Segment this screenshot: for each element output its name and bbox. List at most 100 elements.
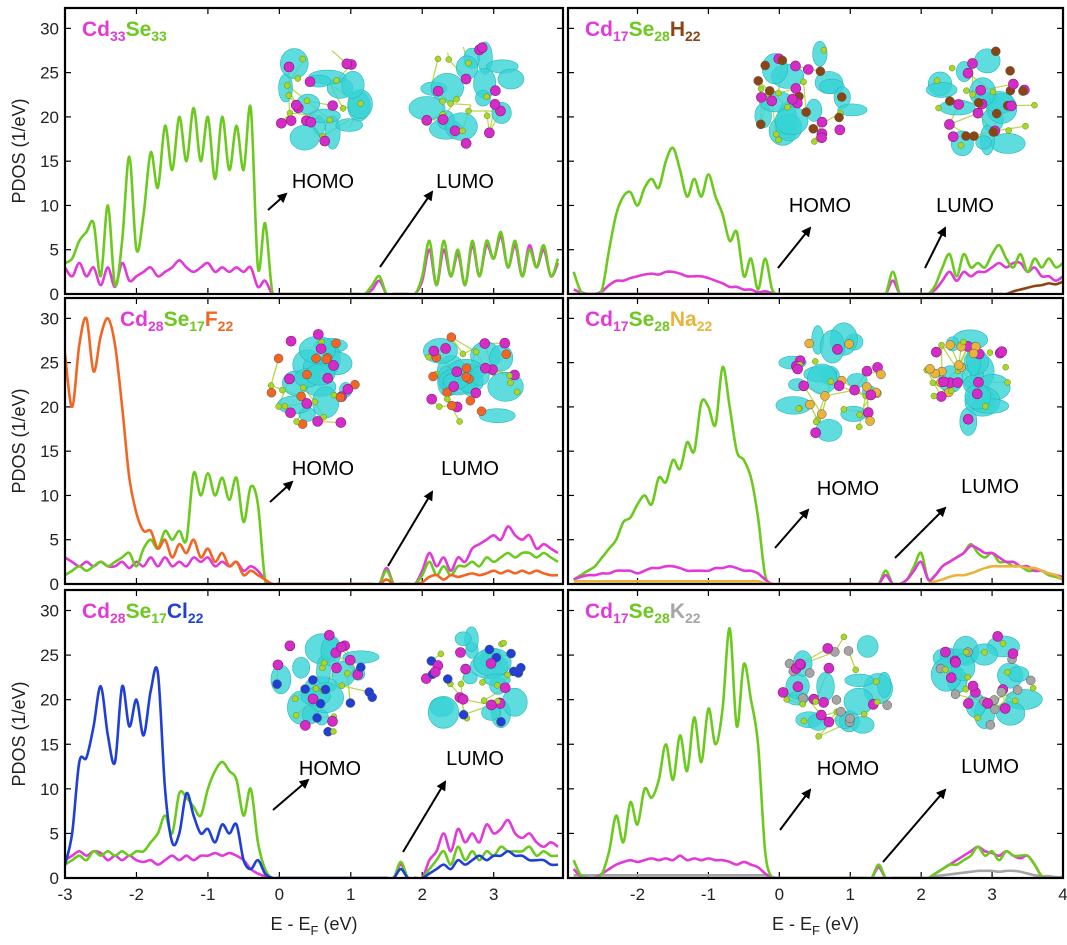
x-axis-label-unit: (eV) (820, 914, 859, 934)
orbital-lobe (817, 672, 835, 701)
cluster-illustration (754, 41, 867, 145)
atom (440, 98, 446, 104)
atom (972, 389, 982, 399)
atom (486, 658, 496, 668)
orbital-lobe (455, 632, 471, 646)
orbital-lobe (878, 672, 891, 697)
panel-frame (65, 590, 563, 878)
plot-area (574, 148, 1063, 296)
cluster-illustration (776, 323, 886, 442)
atom (856, 424, 862, 430)
formula-count: 22 (685, 28, 701, 44)
formula-count: 17 (613, 610, 629, 626)
atom (447, 333, 456, 342)
x-tick-label: 2 (418, 885, 427, 904)
atom (438, 115, 448, 125)
pdos-line (65, 820, 558, 879)
atom (954, 99, 964, 109)
pdos-line (574, 262, 1063, 295)
formula-count: 17 (151, 610, 167, 626)
atom (805, 400, 814, 409)
atom (502, 350, 511, 359)
atom (304, 98, 310, 104)
atom (365, 688, 374, 697)
x-tick-label: 2 (916, 885, 925, 904)
atom (1000, 641, 1006, 647)
atom (1031, 102, 1037, 108)
atom (876, 370, 885, 379)
atom (863, 408, 873, 418)
y-tick-label: 5 (50, 241, 59, 260)
atom (800, 701, 806, 707)
atom (960, 339, 966, 345)
atom (862, 366, 872, 376)
atom (975, 715, 981, 721)
x-axis-label-main: E - E (772, 914, 812, 934)
atom (462, 373, 471, 382)
atom (756, 120, 765, 129)
annotation: HOMO (789, 195, 851, 217)
atom (816, 67, 825, 76)
atom (930, 380, 936, 386)
atom (773, 131, 779, 137)
cluster-illustration (778, 634, 892, 739)
cluster-illustration (267, 329, 359, 428)
atom (284, 374, 294, 384)
atom (457, 419, 463, 425)
atom (857, 412, 863, 418)
atom (832, 695, 841, 704)
atom (993, 631, 1003, 641)
pdos-line (574, 282, 1063, 295)
x-tick-label: -1 (200, 885, 215, 904)
y-axis-label: PDOS (1/eV) (9, 98, 29, 203)
atom (285, 641, 295, 651)
atom (343, 384, 353, 394)
atom (286, 116, 296, 126)
orbital-lobe (857, 636, 878, 658)
y-tick-label: 15 (40, 152, 59, 171)
atom (291, 100, 301, 110)
atom (953, 378, 963, 388)
atom (793, 682, 803, 692)
atom (471, 388, 481, 398)
atom (446, 56, 452, 62)
atom (970, 132, 979, 141)
formula-count: 28 (148, 318, 164, 334)
x-tick-label: 1 (346, 885, 355, 904)
atom (991, 47, 1000, 56)
atom (992, 109, 1001, 118)
atom (832, 344, 842, 354)
x-tick-label: 3 (987, 885, 996, 904)
atom (441, 343, 451, 353)
atom (345, 655, 355, 665)
panel-frame (568, 590, 1063, 878)
atom (793, 364, 803, 374)
formula-symbol: Cl (167, 600, 188, 623)
atom (484, 94, 490, 100)
annotation-arrow (925, 228, 945, 268)
atom (850, 385, 860, 395)
orbital-lobe (342, 71, 364, 98)
atom (963, 414, 973, 424)
x-axis-label: E - EF (eV) (772, 914, 859, 938)
formula: Cd28Se17Cl22 (82, 600, 204, 626)
formula-count: 22 (685, 610, 701, 626)
atom (805, 339, 814, 348)
atom (817, 117, 827, 127)
atom (963, 649, 969, 655)
atom (958, 142, 964, 148)
atom (963, 698, 973, 708)
atom (817, 410, 826, 419)
annotation: LUMO (441, 458, 499, 480)
atom (791, 83, 801, 93)
atom (817, 133, 827, 143)
pdos-line (65, 526, 558, 585)
formula-count: 28 (654, 318, 670, 334)
formula: Cd17Se28K22 (585, 600, 701, 626)
atom (500, 338, 510, 348)
y-tick-label: 25 (40, 354, 59, 373)
pdos-line (574, 546, 1063, 585)
atom (300, 56, 306, 62)
atom (273, 680, 282, 689)
